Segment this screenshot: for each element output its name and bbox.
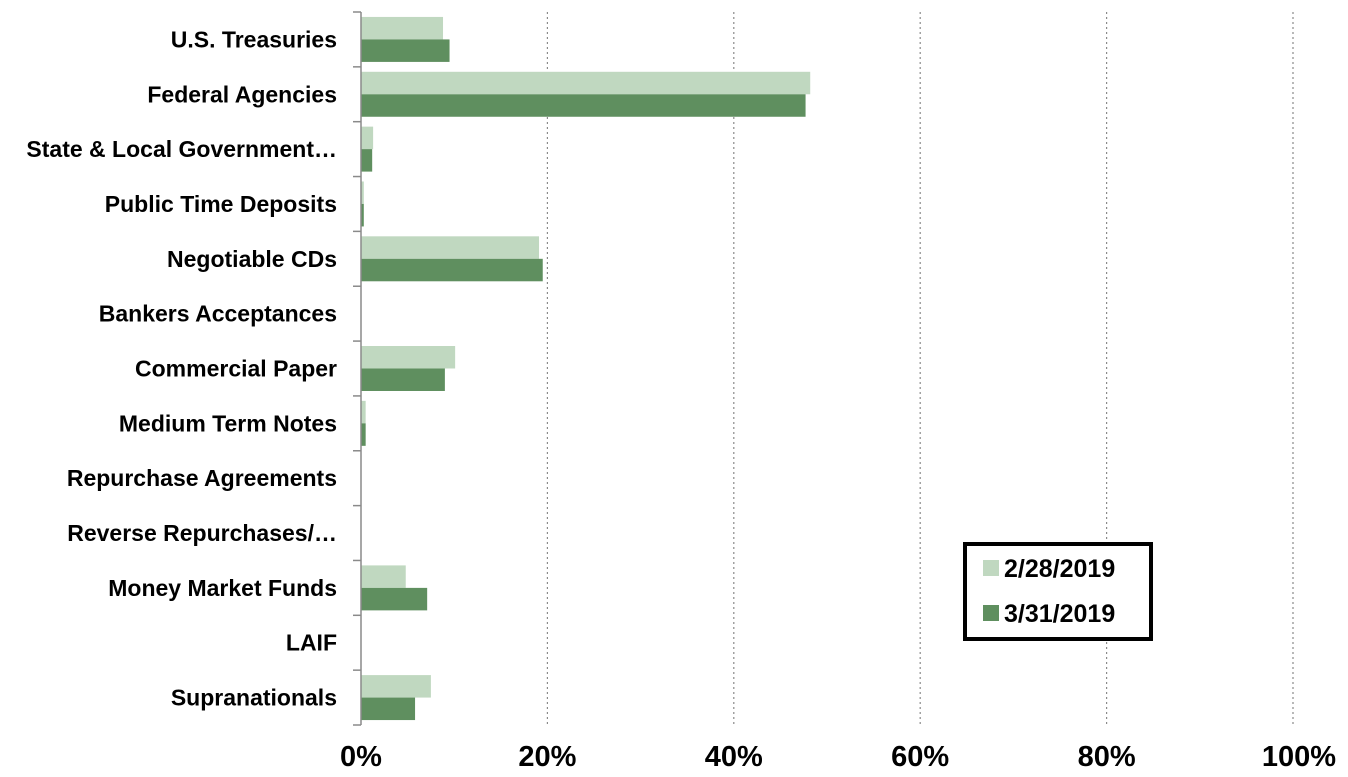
category-label-federal-agencies: Federal Agencies	[147, 81, 337, 107]
bar-supranationals-3-31-2019	[361, 697, 416, 721]
bar-money-market-funds-2-28-2019	[361, 565, 406, 588]
category-label-public-time-deposits: Public Time Deposits	[105, 191, 337, 217]
y-axis	[353, 11, 362, 726]
bar-federal-agencies-2-28-2019	[361, 71, 811, 95]
legend-swatch-2-28-2019	[983, 560, 999, 576]
category-label-commercial-paper: Commercial Paper	[135, 356, 337, 382]
bar-supranationals-2-28-2019	[361, 675, 431, 698]
legend-label-3-31-2019: 3/31/2019	[1004, 600, 1115, 628]
category-label-negotiable-cds: Negotiable CDs	[167, 246, 337, 272]
category-label-medium-term-notes: Medium Term Notes	[119, 410, 337, 436]
category-label-bankers-acceptances: Bankers Acceptances	[99, 301, 337, 327]
x-tick-labels: 0% 20% 40% 60% 80% 100%	[340, 741, 1336, 773]
x-tick-label-60: 60%	[891, 741, 949, 773]
bar-federal-agencies-3-31-2019	[361, 94, 806, 117]
x-tick-label-0: 0%	[340, 741, 382, 773]
bar-medium-term-notes-2-28-2019	[361, 400, 366, 424]
x-tick-label-20: 20%	[518, 741, 576, 773]
legend-box	[963, 542, 1153, 641]
x-tick-label-100: 100%	[1262, 741, 1336, 773]
category-label-repurchase-agreements: Repurchase Agreements	[67, 465, 337, 491]
legend: 2/28/2019 3/31/2019	[963, 542, 1153, 641]
category-label-state-local-government: State & Local Government…	[26, 136, 337, 162]
bar-negotiable-cds-2-28-2019	[361, 236, 540, 259]
gridlines	[546, 12, 1294, 725]
bar-u-s-treasuries-3-31-2019	[361, 39, 450, 62]
bar-public-time-deposits-2-28-2019	[361, 181, 364, 204]
legend-swatch-3-31-2019	[983, 605, 999, 621]
category-labels: U.S. Treasuries Federal Agencies State & L…	[26, 26, 337, 710]
category-label-u-s-treasuries: U.S. Treasuries	[171, 26, 337, 52]
x-tick-label-40: 40%	[705, 741, 763, 773]
bar-public-time-deposits-3-31-2019	[361, 203, 364, 227]
category-label-laif: LAIF	[286, 630, 337, 656]
bar-commercial-paper-3-31-2019	[361, 368, 445, 391]
bar-medium-term-notes-3-31-2019	[361, 423, 366, 446]
legend-label-2-28-2019: 2/28/2019	[1004, 555, 1115, 583]
bar-state-local-government-3-31-2019	[361, 149, 373, 172]
bar-negotiable-cds-3-31-2019	[361, 258, 543, 282]
x-tick-label-80: 80%	[1078, 741, 1136, 773]
category-label-reverse-repurchases: Reverse Repurchases/…	[67, 520, 337, 546]
category-label-money-market-funds: Money Market Funds	[108, 575, 337, 601]
category-label-supranationals: Supranationals	[171, 685, 337, 711]
bars	[361, 16, 811, 721]
bar-money-market-funds-3-31-2019	[361, 587, 428, 611]
bar-commercial-paper-2-28-2019	[361, 346, 456, 369]
bar-state-local-government-2-28-2019	[361, 126, 374, 150]
bar-u-s-treasuries-2-28-2019	[361, 16, 444, 40]
